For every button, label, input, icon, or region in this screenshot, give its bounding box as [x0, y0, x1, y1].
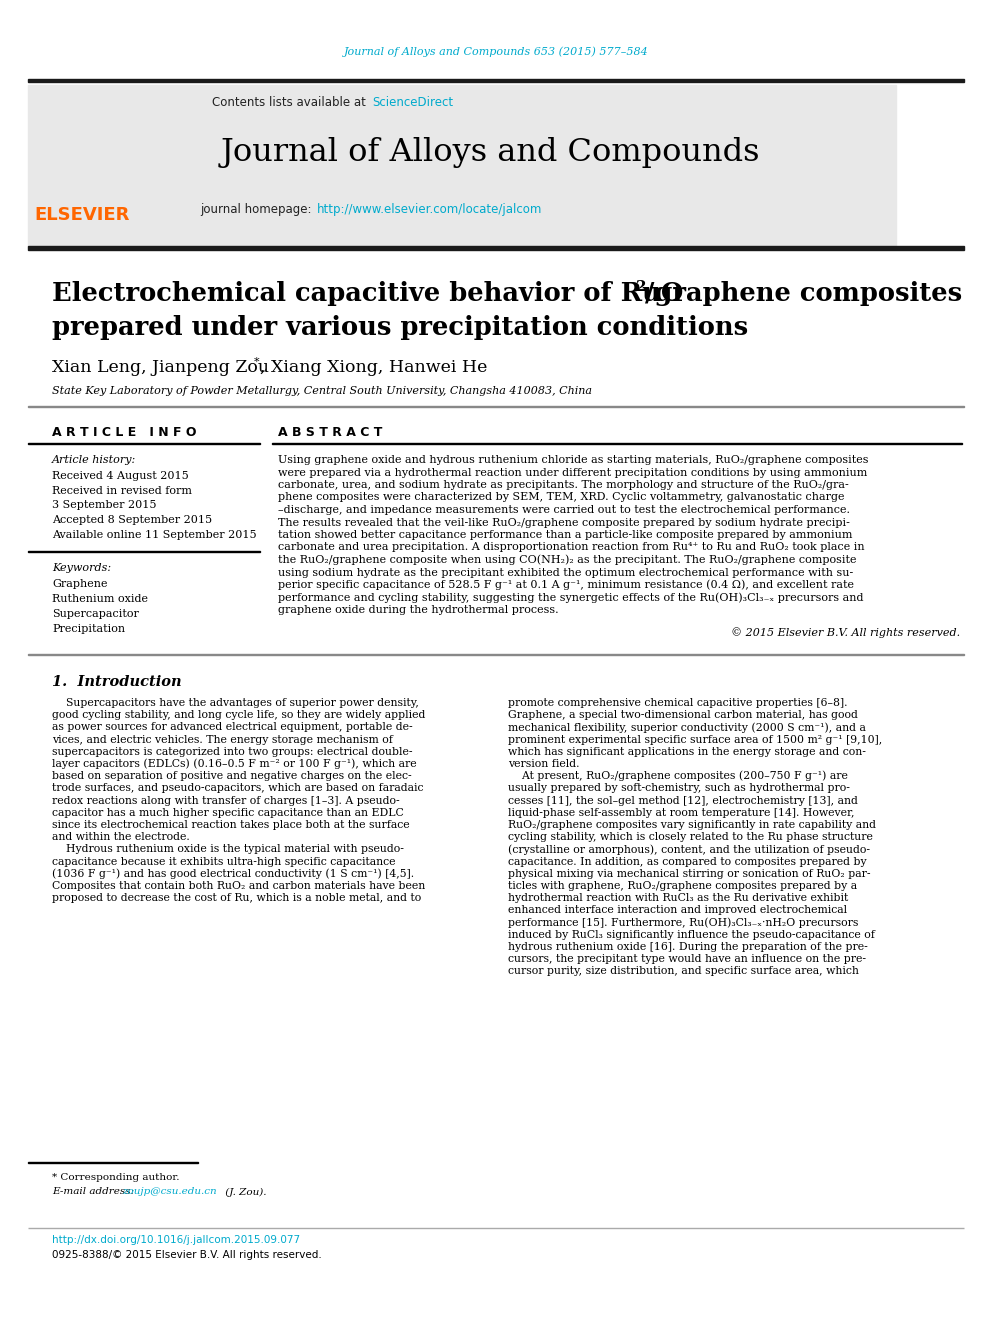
Text: supercapacitors is categorized into two groups: electrical double-: supercapacitors is categorized into two …: [52, 746, 413, 757]
Text: Contents lists available at: Contents lists available at: [212, 97, 370, 110]
Text: and within the electrode.: and within the electrode.: [52, 832, 189, 843]
Text: (J. Zou).: (J. Zou).: [222, 1188, 267, 1196]
Text: /graphene composites: /graphene composites: [645, 280, 962, 306]
Text: perior specific capacitance of 528.5 F g⁻¹ at 0.1 A g⁻¹, minimum resistance (0.4: perior specific capacitance of 528.5 F g…: [278, 579, 854, 590]
Text: 1.  Introduction: 1. Introduction: [52, 675, 182, 689]
Text: graphene oxide during the hydrothermal process.: graphene oxide during the hydrothermal p…: [278, 605, 558, 615]
Text: Received 4 August 2015: Received 4 August 2015: [52, 471, 188, 482]
Text: version field.: version field.: [508, 759, 579, 769]
Bar: [28, 246, 964, 250]
Text: A R T I C L E   I N F O: A R T I C L E I N F O: [52, 426, 196, 438]
Text: vices, and electric vehicles. The energy storage mechanism of: vices, and electric vehicles. The energy…: [52, 734, 393, 745]
Text: State Key Laboratory of Powder Metallurgy, Central South University, Changsha 41: State Key Laboratory of Powder Metallurg…: [52, 386, 592, 396]
Text: phene composites were characterized by SEM, TEM, XRD. Cyclic voltammetry, galvan: phene composites were characterized by S…: [278, 492, 844, 503]
Text: liquid-phase self-assembly at room temperature [14]. However,: liquid-phase self-assembly at room tempe…: [508, 808, 854, 818]
Text: performance and cycling stability, suggesting the synergetic effects of the Ru(O: performance and cycling stability, sugge…: [278, 593, 863, 603]
Text: using sodium hydrate as the precipitant exhibited the optimum electrochemical pe: using sodium hydrate as the precipitant …: [278, 568, 853, 578]
Text: carbonate, urea, and sodium hydrate as precipitants. The morphology and structur: carbonate, urea, and sodium hydrate as p…: [278, 480, 849, 490]
Text: Ruthenium oxide: Ruthenium oxide: [52, 594, 148, 605]
Text: ScienceDirect: ScienceDirect: [372, 97, 453, 110]
Text: ticles with graphene, RuO₂/graphene composites prepared by a: ticles with graphene, RuO₂/graphene comp…: [508, 881, 857, 890]
Text: © 2015 Elsevier B.V. All rights reserved.: © 2015 Elsevier B.V. All rights reserved…: [731, 627, 960, 639]
Text: proposed to decrease the cost of Ru, which is a noble metal, and to: proposed to decrease the cost of Ru, whi…: [52, 893, 422, 904]
Text: capacitor has a much higher specific capacitance than an EDLC: capacitor has a much higher specific cap…: [52, 808, 404, 818]
Text: induced by RuCl₃ significantly influence the pseudo-capacitance of: induced by RuCl₃ significantly influence…: [508, 930, 875, 939]
Text: Hydrous ruthenium oxide is the typical material with pseudo-: Hydrous ruthenium oxide is the typical m…: [52, 844, 404, 855]
Text: hydrothermal reaction with RuCl₃ as the Ru derivative exhibit: hydrothermal reaction with RuCl₃ as the …: [508, 893, 848, 904]
Text: carbonate and urea precipitation. A disproportionation reaction from Ru⁴⁺ to Ru : carbonate and urea precipitation. A disp…: [278, 542, 865, 553]
Text: performance [15]. Furthermore, Ru(OH)₃Cl₃₋ₓ·nH₂O precursors: performance [15]. Furthermore, Ru(OH)₃Cl…: [508, 917, 858, 927]
Text: Journal of Alloys and Compounds 653 (2015) 577–584: Journal of Alloys and Compounds 653 (201…: [343, 46, 649, 57]
Text: ELSEVIER: ELSEVIER: [35, 206, 130, 224]
Text: cursor purity, size distribution, and specific surface area, which: cursor purity, size distribution, and sp…: [508, 966, 859, 976]
Text: 2: 2: [636, 280, 647, 294]
Text: Precipitation: Precipitation: [52, 624, 125, 634]
Text: which has significant applications in the energy storage and con-: which has significant applications in th…: [508, 746, 866, 757]
Text: tation showed better capacitance performance than a particle-like composite prep: tation showed better capacitance perform…: [278, 531, 852, 540]
Text: layer capacitors (EDLCs) (0.16–0.5 F m⁻² or 100 F g⁻¹), which are: layer capacitors (EDLCs) (0.16–0.5 F m⁻²…: [52, 758, 417, 769]
Text: RuO₂/graphene composites vary significantly in rate capability and: RuO₂/graphene composites vary significan…: [508, 820, 876, 830]
Text: enhanced interface interaction and improved electrochemical: enhanced interface interaction and impro…: [508, 905, 847, 916]
Text: prominent experimental specific surface area of 1500 m² g⁻¹ [9,10],: prominent experimental specific surface …: [508, 734, 882, 745]
Text: Journal of Alloys and Compounds: Journal of Alloys and Compounds: [220, 138, 760, 168]
Text: since its electrochemical reaction takes place both at the surface: since its electrochemical reaction takes…: [52, 820, 410, 830]
Text: physical mixing via mechanical stirring or sonication of RuO₂ par-: physical mixing via mechanical stirring …: [508, 869, 871, 878]
Text: http://www.elsevier.com/locate/jalcom: http://www.elsevier.com/locate/jalcom: [317, 204, 543, 217]
Text: cesses [11], the sol–gel method [12], electrochemistry [13], and: cesses [11], the sol–gel method [12], el…: [508, 795, 858, 806]
Text: based on separation of positive and negative charges on the elec-: based on separation of positive and nega…: [52, 771, 412, 781]
Text: The results revealed that the veil-like RuO₂/graphene composite prepared by sodi: The results revealed that the veil-like …: [278, 517, 850, 528]
Bar: [28, 78, 964, 82]
Text: Xian Leng, Jianpeng Zou: Xian Leng, Jianpeng Zou: [52, 360, 269, 377]
Text: Available online 11 September 2015: Available online 11 September 2015: [52, 531, 257, 540]
Text: Graphene: Graphene: [52, 579, 107, 589]
Text: good cycling stability, and long cycle life, so they are widely applied: good cycling stability, and long cycle l…: [52, 710, 426, 720]
Text: trode surfaces, and pseudo-capacitors, which are based on faradaic: trode surfaces, and pseudo-capacitors, w…: [52, 783, 424, 794]
Text: capacitance. In addition, as compared to composites prepared by: capacitance. In addition, as compared to…: [508, 856, 867, 867]
Text: 3 September 2015: 3 September 2015: [52, 500, 157, 509]
Text: , Xiang Xiong, Hanwei He: , Xiang Xiong, Hanwei He: [260, 360, 487, 377]
Text: cycling stability, which is closely related to the Ru phase structure: cycling stability, which is closely rela…: [508, 832, 873, 843]
Text: hydrous ruthenium oxide [16]. During the preparation of the pre-: hydrous ruthenium oxide [16]. During the…: [508, 942, 868, 953]
Text: E-mail address:: E-mail address:: [52, 1188, 137, 1196]
Text: Electrochemical capacitive behavior of RuO: Electrochemical capacitive behavior of R…: [52, 280, 683, 306]
Bar: [28, 85, 896, 247]
Text: zoujp@csu.edu.cn: zoujp@csu.edu.cn: [122, 1188, 216, 1196]
Text: Using graphene oxide and hydrous ruthenium chloride as starting materials, RuO₂/: Using graphene oxide and hydrous rutheni…: [278, 455, 869, 464]
Text: Graphene, a special two-dimensional carbon material, has good: Graphene, a special two-dimensional carb…: [508, 710, 858, 720]
Text: were prepared via a hydrothermal reaction under different precipitation conditio: were prepared via a hydrothermal reactio…: [278, 467, 867, 478]
Text: redox reactions along with transfer of charges [1–3]. A pseudo-: redox reactions along with transfer of c…: [52, 795, 400, 806]
Text: Article history:: Article history:: [52, 455, 136, 464]
Text: At present, RuO₂/graphene composites (200–750 F g⁻¹) are: At present, RuO₂/graphene composites (20…: [508, 771, 848, 782]
Text: A B S T R A C T: A B S T R A C T: [278, 426, 382, 438]
Text: –discharge, and impedance measurements were carried out to test the electrochemi: –discharge, and impedance measurements w…: [278, 505, 850, 515]
Text: Received in revised form: Received in revised form: [52, 486, 192, 496]
Text: (crystalline or amorphous), content, and the utilization of pseudo-: (crystalline or amorphous), content, and…: [508, 844, 870, 855]
Text: mechanical flexibility, superior conductivity (2000 S cm⁻¹), and a: mechanical flexibility, superior conduct…: [508, 722, 866, 733]
Text: cursors, the precipitant type would have an influence on the pre-: cursors, the precipitant type would have…: [508, 954, 866, 964]
Text: 0925-8388/© 2015 Elsevier B.V. All rights reserved.: 0925-8388/© 2015 Elsevier B.V. All right…: [52, 1250, 321, 1259]
Text: journal homepage:: journal homepage:: [199, 204, 315, 217]
Text: Keywords:: Keywords:: [52, 564, 111, 573]
Text: Accepted 8 September 2015: Accepted 8 September 2015: [52, 515, 212, 525]
Text: as power sources for advanced electrical equipment, portable de-: as power sources for advanced electrical…: [52, 722, 413, 733]
Text: Supercapacitor: Supercapacitor: [52, 609, 139, 619]
Text: the RuO₂/graphene composite when using CO(NH₂)₂ as the precipitant. The RuO₂/gra: the RuO₂/graphene composite when using C…: [278, 554, 856, 565]
Text: (1036 F g⁻¹) and has good electrical conductivity (1 S cm⁻¹) [4,5].: (1036 F g⁻¹) and has good electrical con…: [52, 868, 414, 878]
Text: Composites that contain both RuO₂ and carbon materials have been: Composites that contain both RuO₂ and ca…: [52, 881, 426, 890]
Text: usually prepared by soft-chemistry, such as hydrothermal pro-: usually prepared by soft-chemistry, such…: [508, 783, 850, 794]
Text: * Corresponding author.: * Corresponding author.: [52, 1172, 180, 1181]
Text: capacitance because it exhibits ultra-high specific capacitance: capacitance because it exhibits ultra-hi…: [52, 856, 396, 867]
Text: *: *: [254, 357, 260, 366]
Text: prepared under various precipitation conditions: prepared under various precipitation con…: [52, 315, 748, 340]
Text: Supercapacitors have the advantages of superior power density,: Supercapacitors have the advantages of s…: [52, 699, 419, 708]
Text: promote comprehensive chemical capacitive properties [6–8].: promote comprehensive chemical capacitiv…: [508, 699, 847, 708]
Text: http://dx.doi.org/10.1016/j.jallcom.2015.09.077: http://dx.doi.org/10.1016/j.jallcom.2015…: [52, 1234, 301, 1245]
